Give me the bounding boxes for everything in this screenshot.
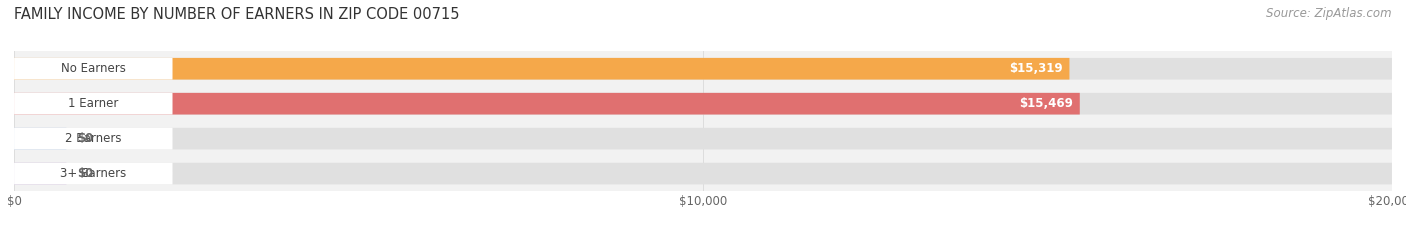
FancyBboxPatch shape bbox=[14, 58, 173, 80]
FancyBboxPatch shape bbox=[14, 128, 1392, 150]
Bar bbox=[14, 86, 1392, 121]
Text: $15,469: $15,469 bbox=[1019, 97, 1073, 110]
Text: Source: ZipAtlas.com: Source: ZipAtlas.com bbox=[1267, 7, 1392, 20]
FancyBboxPatch shape bbox=[14, 58, 1392, 80]
FancyBboxPatch shape bbox=[14, 163, 66, 185]
FancyBboxPatch shape bbox=[14, 93, 173, 115]
Text: $15,319: $15,319 bbox=[1010, 62, 1063, 75]
FancyBboxPatch shape bbox=[14, 93, 1080, 115]
FancyBboxPatch shape bbox=[14, 128, 66, 150]
Bar bbox=[14, 51, 1392, 86]
Bar bbox=[14, 156, 1392, 191]
FancyBboxPatch shape bbox=[14, 163, 1392, 185]
FancyBboxPatch shape bbox=[14, 58, 1070, 80]
Text: 1 Earner: 1 Earner bbox=[67, 97, 118, 110]
FancyBboxPatch shape bbox=[14, 163, 173, 185]
Text: No Earners: No Earners bbox=[60, 62, 125, 75]
Text: 3+ Earners: 3+ Earners bbox=[60, 167, 127, 180]
Text: $0: $0 bbox=[77, 132, 94, 145]
Text: $0: $0 bbox=[77, 167, 94, 180]
Text: 2 Earners: 2 Earners bbox=[65, 132, 121, 145]
FancyBboxPatch shape bbox=[14, 128, 173, 150]
FancyBboxPatch shape bbox=[14, 93, 1392, 115]
Text: FAMILY INCOME BY NUMBER OF EARNERS IN ZIP CODE 00715: FAMILY INCOME BY NUMBER OF EARNERS IN ZI… bbox=[14, 7, 460, 22]
Bar bbox=[14, 121, 1392, 156]
